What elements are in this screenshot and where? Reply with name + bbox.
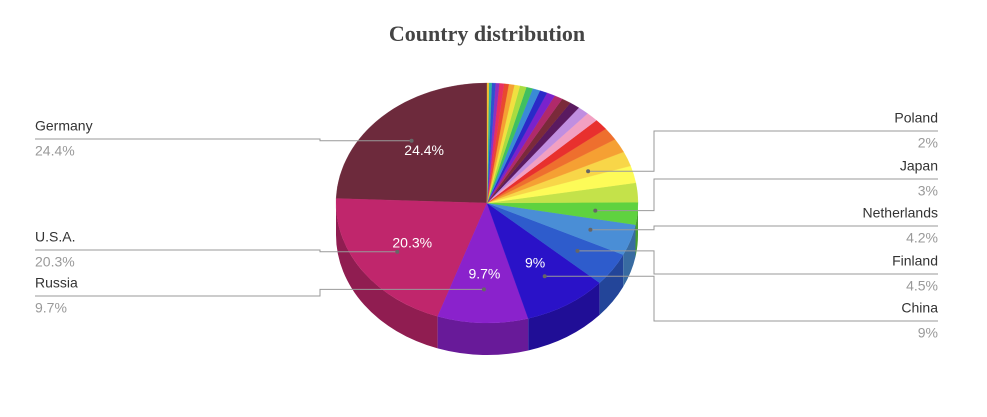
slice-label: 9% [525,255,545,271]
leader-line [588,130,938,172]
legend-label: Finland [892,253,938,269]
legend-label: Japan [900,158,938,174]
legend-value: 4.2% [906,230,938,246]
leader-line [595,178,938,212]
legend-label: Russia [35,275,78,291]
leader-dot [593,208,598,213]
slice [486,82,490,204]
chart-title: Country distribution [389,21,585,46]
slice-label: 20.3% [392,234,432,250]
pie-sides [336,203,638,356]
legend-value: 24.4% [35,143,75,159]
leader-dot [409,138,414,143]
legend-value: 3% [918,183,938,199]
legend-label: Poland [894,110,938,126]
leader-dot [588,227,593,232]
leader-line [35,249,398,253]
slice [335,198,488,317]
leader-dot [542,274,547,279]
slice [335,82,488,204]
leader-dot [575,248,580,253]
slice-label: 24.4% [404,142,444,158]
legend-value: 4.5% [906,278,938,294]
leader-line [577,250,938,275]
legend-value: 9% [918,325,938,341]
legend-value: 20.3% [35,254,75,270]
leader-dot [586,169,591,174]
slice-side [437,316,529,356]
slice-label: 9.7% [468,266,500,282]
leader-dot [481,287,486,292]
slice [437,202,529,324]
legend-label: U.S.A. [35,229,75,245]
pie-tops [335,82,639,324]
leader-dot [395,249,400,254]
leader-line [35,138,412,142]
legend-label: Germany [35,118,93,134]
leader-line [35,288,484,297]
slice-side [623,224,636,287]
legend-label: China [901,300,938,316]
leader-line [590,225,938,231]
slice-side [336,203,438,349]
legend-value: 9.7% [35,300,67,316]
legend-value: 2% [918,135,938,151]
legend-label: Netherlands [863,205,939,221]
slice-side [599,254,624,315]
slice-side [528,282,600,351]
slice [486,202,600,319]
leader-line [544,275,938,322]
